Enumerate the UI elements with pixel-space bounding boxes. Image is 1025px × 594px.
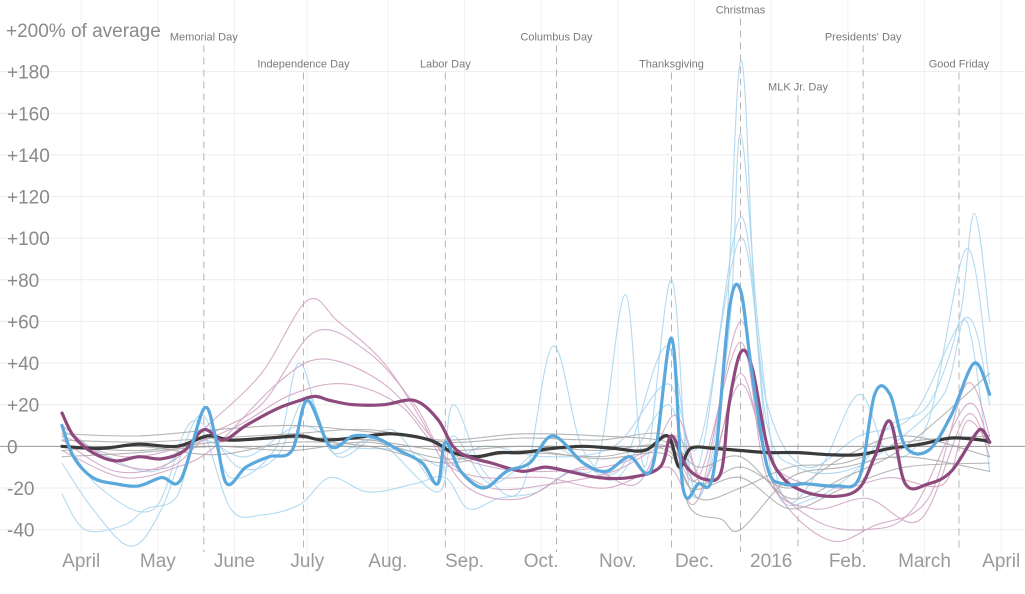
- holiday-label: Thanksgiving: [639, 58, 704, 70]
- bold-series-group: [60, 282, 992, 500]
- x-tick-label: April: [982, 551, 1020, 572]
- y-tick-label: +60: [7, 312, 39, 333]
- holiday-label: Memorial Day: [170, 31, 238, 43]
- y-tick-label: +40: [7, 354, 39, 375]
- y-tick-label: +140: [7, 146, 50, 167]
- series-line-thin: [61, 382, 991, 489]
- x-tick-label: April: [62, 551, 100, 572]
- series-line-thin: [61, 372, 991, 500]
- series-line-thin: [61, 60, 991, 533]
- x-axis: April May June July Aug. Sep. Oct. Nov. Dec. 2016…: [62, 551, 1020, 572]
- x-tick-label: Dec.: [675, 551, 714, 572]
- holiday-label: MLK Jr. Day: [768, 81, 828, 93]
- holiday-label: Labor Day: [420, 58, 471, 70]
- x-tick-label: June: [214, 551, 255, 572]
- grid-lines: [0, 0, 1025, 570]
- x-tick-label: March: [898, 551, 951, 572]
- x-tick-label: Aug.: [368, 551, 407, 572]
- y-tick-label: 0: [7, 437, 18, 458]
- y-tick-label: +80: [7, 271, 39, 292]
- y-tick-label: -20: [7, 479, 34, 500]
- x-tick-label: Nov.: [599, 551, 637, 572]
- series-line-blue: [60, 282, 992, 500]
- holiday-label: Christmas: [716, 4, 766, 16]
- x-tick-label: May: [140, 551, 176, 572]
- y-tick-label: +100: [7, 229, 50, 250]
- x-tick-label: Sep.: [445, 551, 484, 572]
- y-axis-title: +200% of average: [6, 21, 161, 42]
- series-line-thin: [61, 441, 991, 532]
- holiday-markers: Memorial Day Independence Day Labor Day Col…: [170, 4, 990, 552]
- y-axis: +180 +160 +140 +120 +100 +80 +60 +40 +20 0 -20 -40: [7, 63, 50, 542]
- y-tick-label: +160: [7, 104, 50, 125]
- series-line-thin: [61, 237, 991, 473]
- y-tick-label: -40: [7, 521, 34, 542]
- holiday-label: Independence Day: [257, 58, 350, 70]
- holiday-label: Columbus Day: [520, 31, 593, 43]
- x-tick-label: July: [290, 551, 324, 572]
- x-tick-label: Feb.: [829, 551, 867, 572]
- y-tick-label: +20: [7, 396, 39, 417]
- series-line-thin: [61, 435, 991, 501]
- holiday-label: Good Friday: [929, 58, 990, 70]
- series-line-thin: [61, 358, 991, 542]
- series-line-thin: [61, 428, 991, 510]
- x-tick-label: 2016: [750, 551, 792, 572]
- y-tick-label: +120: [7, 188, 50, 209]
- series-line-purple: [60, 348, 992, 499]
- holiday-label: Presidents' Day: [825, 31, 902, 43]
- x-tick-label: Oct.: [524, 551, 559, 572]
- y-tick-label: +180: [7, 63, 50, 84]
